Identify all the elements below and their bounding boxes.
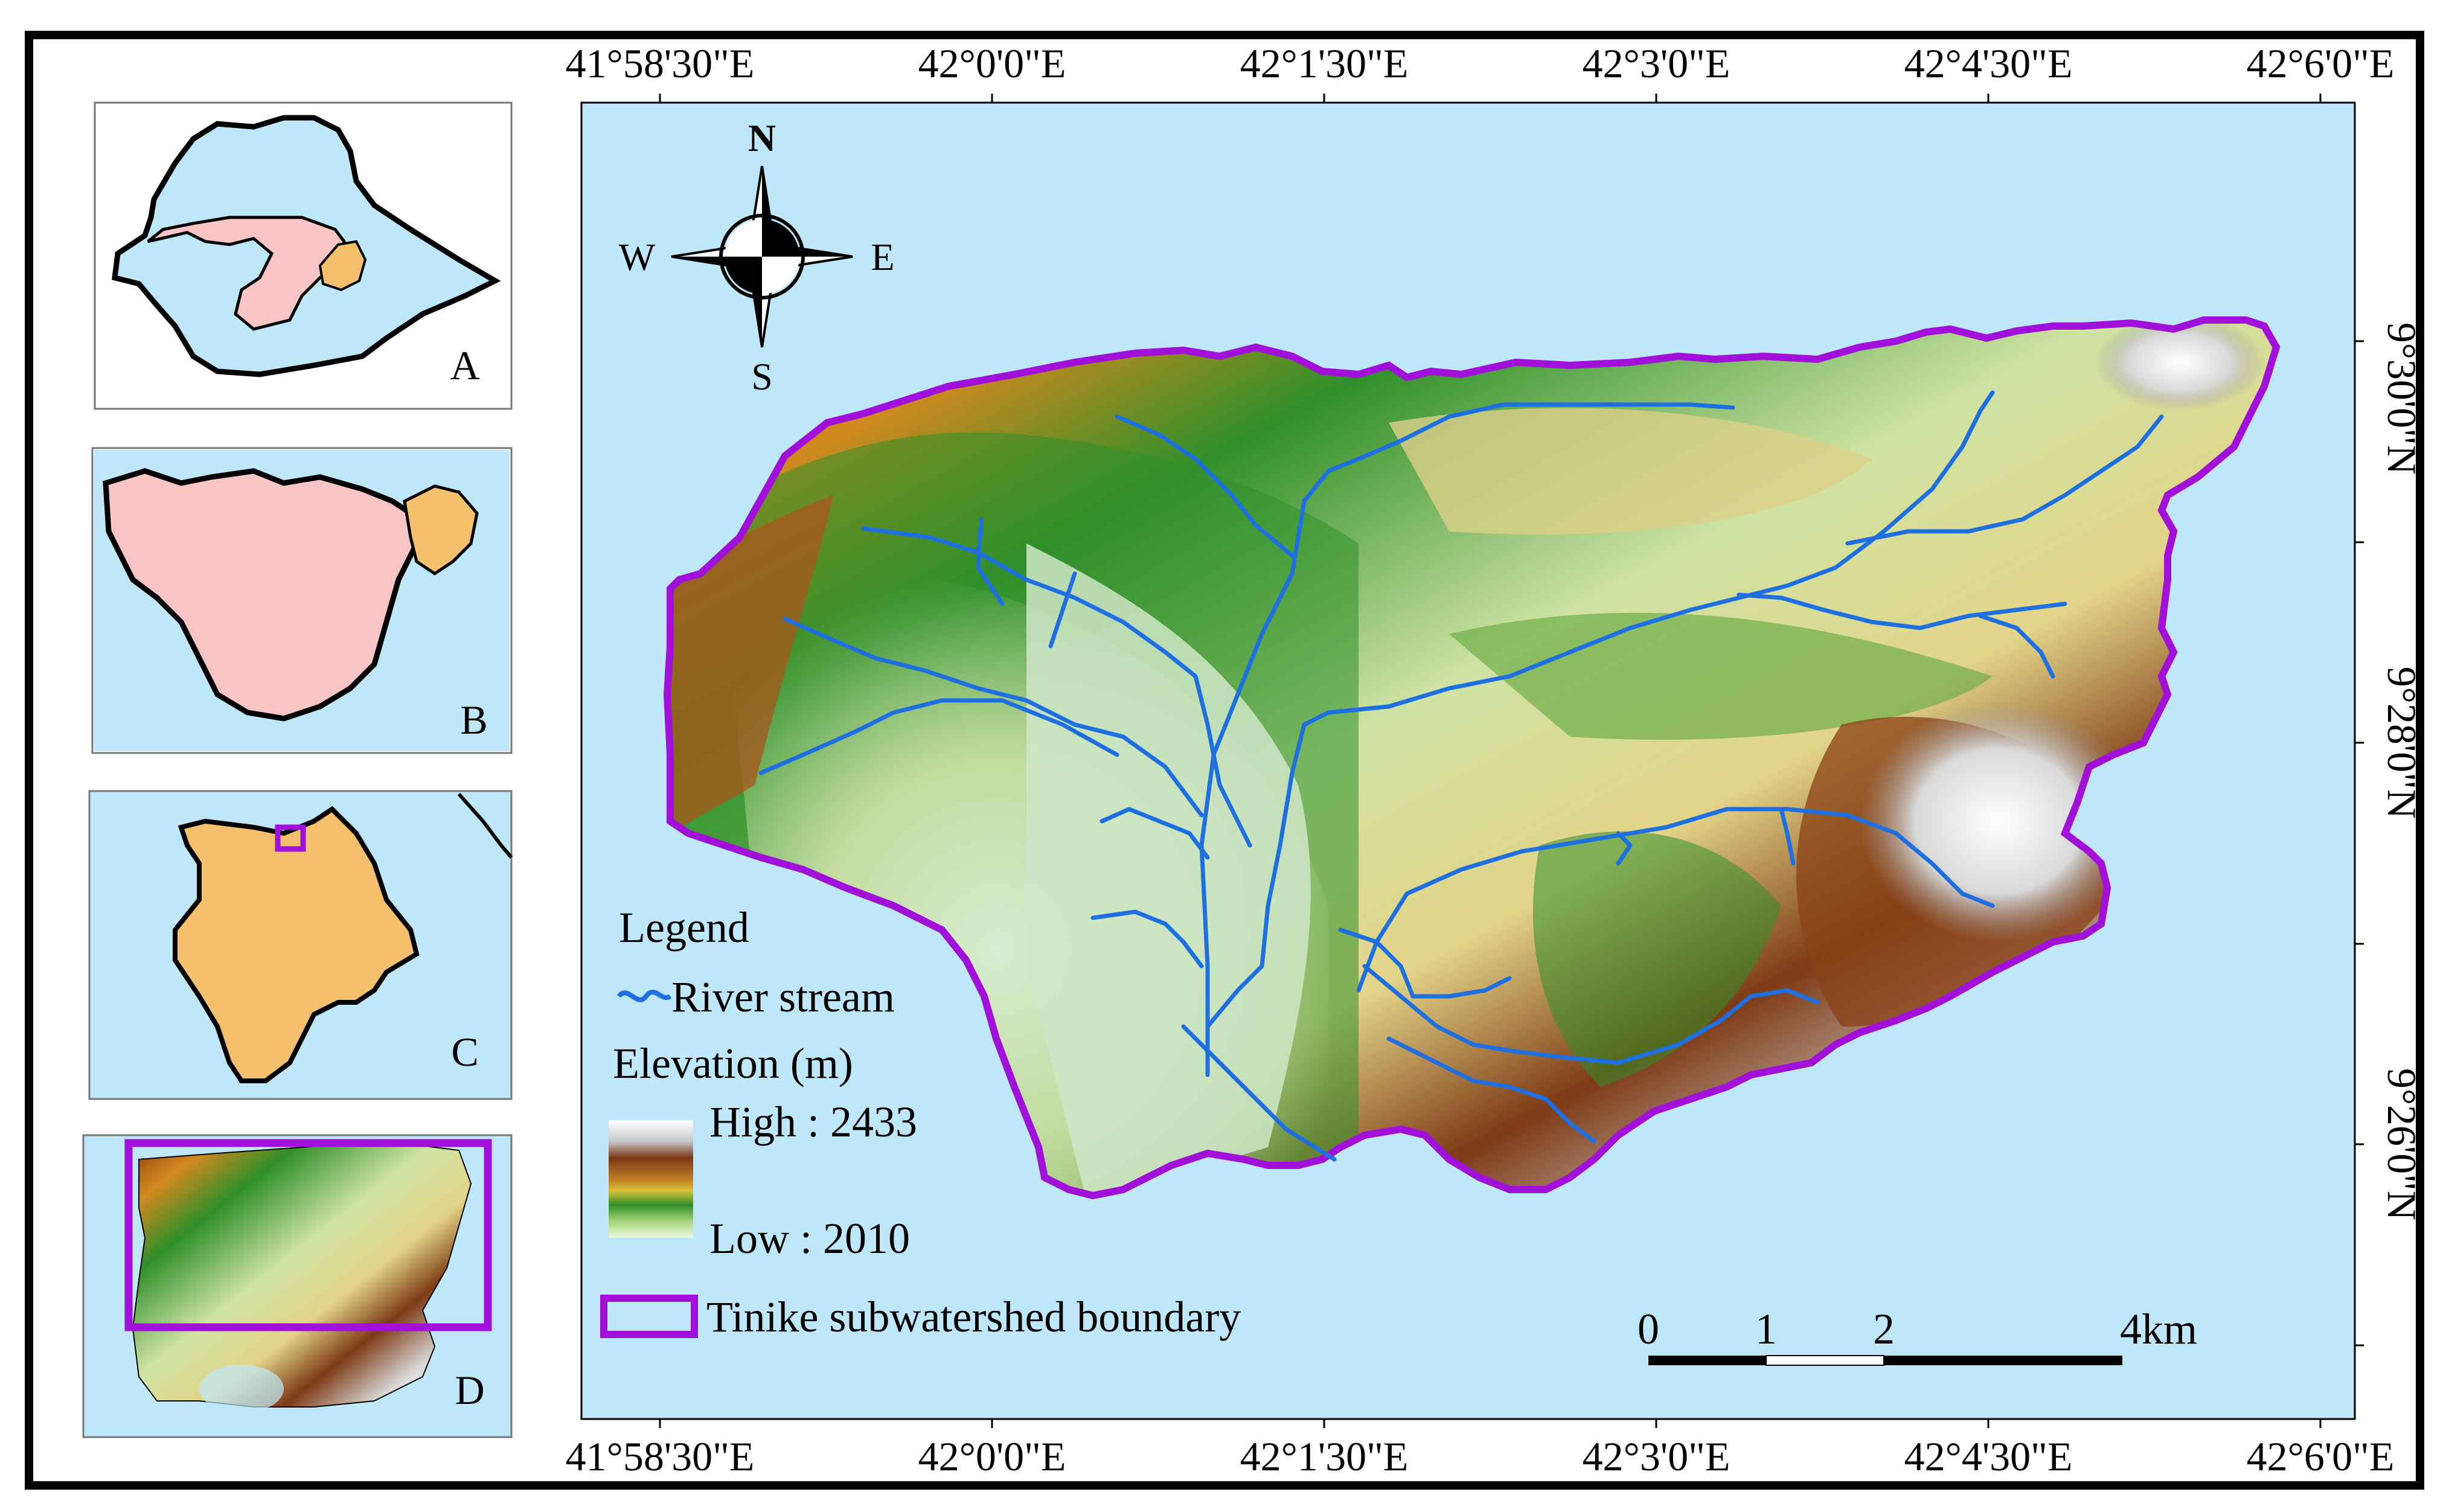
inset-b-region: [103, 468, 420, 722]
axis-ticks: [659, 94, 2364, 1428]
river-branch-tr: [976, 517, 1005, 606]
bottom-axis-labels: 41°58'30"E 42°0'0"E 42°1'30"E 42°3'0"E 4…: [566, 1434, 2395, 1479]
compass-w: W: [619, 235, 656, 278]
scale-label: 0: [1637, 1305, 1659, 1353]
inset-a-region: [147, 216, 346, 331]
river-branch-east: [1356, 807, 1995, 993]
top-axis-label: 42°1'30"E: [1240, 40, 1409, 86]
river-branch-ne: [1737, 592, 2067, 630]
river-branch-mid: [1205, 390, 1995, 1029]
river-branch-ne3: [1978, 613, 2055, 679]
right-axis-label: 9°28'0"N: [2379, 667, 2425, 819]
right-axis-labels: 9°30'0"N 9°28'0"N 9°26'0"N: [2379, 322, 2425, 1220]
top-axis-label: 42°0'0"E: [918, 40, 1066, 86]
inset-c-label: C: [451, 1029, 478, 1075]
bottom-axis-label: 42°4'30"E: [1904, 1434, 2073, 1479]
top-axis-label: 42°6'0"E: [2247, 40, 2395, 86]
compass-s: S: [751, 355, 773, 398]
river-branch-west2: [783, 617, 1204, 818]
bottom-axis-label: 42°0'0"E: [918, 1434, 1066, 1479]
inset-c-zone: [173, 806, 420, 1083]
inset-b-label: B: [460, 697, 487, 743]
legend-elevation-title: Elevation (m): [613, 1039, 853, 1088]
river-branch-east2: [1362, 964, 1820, 1065]
inset-d-label: D: [455, 1367, 484, 1413]
compass-n: N: [748, 117, 776, 159]
inset-b-zone: [403, 484, 479, 576]
inset-c-watershed-box: [275, 824, 306, 852]
legend-low-label: Low : 2010: [709, 1214, 910, 1263]
legend-river-swatch: [616, 990, 672, 1002]
right-axis-label: 9°30'0"N: [2379, 322, 2425, 475]
compass-e: E: [871, 235, 894, 278]
river-branch-tr2: [1048, 571, 1077, 649]
top-axis-label: 41°58'30"E: [566, 40, 755, 86]
inset-a-zone: [318, 240, 367, 292]
legend-boundary-swatch: [600, 1295, 698, 1338]
river-branch-west: [861, 526, 1252, 848]
top-axis-label: 42°4'30"E: [1904, 40, 2073, 86]
inset-c: C: [88, 790, 513, 1100]
river-branch-sw2: [1100, 807, 1210, 860]
river-main-outlet: [1181, 1024, 1337, 1162]
bottom-axis-label: 42°6'0"E: [2247, 1434, 2395, 1479]
legend-title: Legend: [619, 903, 749, 952]
top-axis-label: 42°3'0"E: [1583, 40, 1730, 86]
river-branch-west3: [758, 698, 1119, 775]
scale-bar: 0 1 2 4km: [1637, 1305, 2197, 1366]
river-branch-se: [1386, 1036, 1596, 1144]
compass-labels: N S E W: [619, 117, 895, 398]
bottom-axis-label: 42°3'0"E: [1583, 1434, 1730, 1479]
river-branch-mid3: [1779, 807, 1796, 866]
river-network: [758, 390, 2164, 1162]
legend-elevation-ramp: [609, 1120, 693, 1238]
river-branch-mid2: [1616, 831, 1633, 866]
river-branch-west-upper: [1115, 414, 1295, 558]
bottom-axis-label: 42°1'30"E: [1240, 1434, 1409, 1479]
scale-label: 2: [1873, 1305, 1895, 1353]
inset-a-label: A: [450, 342, 479, 388]
scale-label: 4km: [2120, 1305, 2197, 1353]
bottom-axis-label: 41°58'30"E: [566, 1434, 755, 1479]
river-branch-sw: [1090, 909, 1204, 969]
river-branch-east3: [1338, 927, 1512, 999]
legend-river-label: River stream: [671, 973, 895, 1021]
river-branch-ne2: [1845, 414, 2164, 546]
river-main-stem: [1199, 402, 1735, 1077]
legend-high-label: High : 2433: [709, 1098, 917, 1146]
north-arrow-icon: [671, 165, 853, 348]
inset-b: B: [91, 447, 513, 754]
legend: Legend River stream Elevation (m) High :…: [600, 903, 1241, 1341]
top-axis-labels: 41°58'30"E 42°0'0"E 42°1'30"E 42°3'0"E 4…: [566, 40, 2395, 86]
inset-a: A: [94, 101, 513, 410]
scale-label: 1: [1755, 1305, 1777, 1353]
right-axis-label: 9°26'0"N: [2379, 1068, 2425, 1220]
legend-boundary-label: Tinike subwatershed boundary: [706, 1293, 1241, 1341]
inset-d: D: [82, 1134, 513, 1438]
inset-d-extent-box: [124, 1139, 492, 1331]
